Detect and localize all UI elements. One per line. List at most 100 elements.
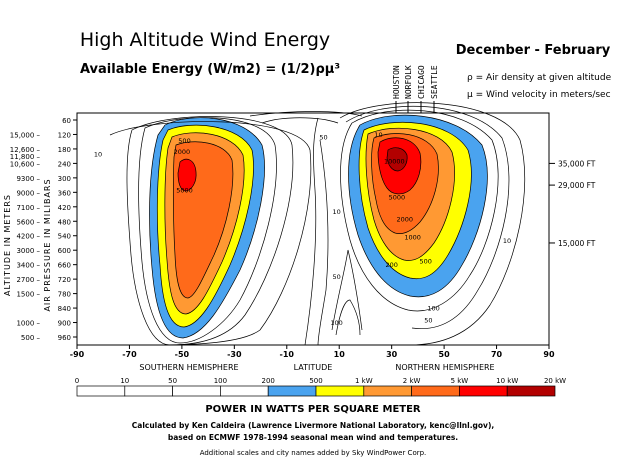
x-tick-label: 10: [334, 350, 346, 359]
right-altitude-label: 15,000 FT: [558, 239, 596, 248]
chart-title: High Altitude Wind Energy: [80, 29, 330, 51]
contour-value-label: 500: [178, 137, 190, 145]
contour-10-mid-b: [304, 117, 319, 346]
contour-100-mid: [335, 299, 361, 336]
colorbar-title: POWER IN WATTS PER SQUARE METER: [205, 404, 421, 415]
northern-jet-contours: [348, 114, 488, 298]
contour-value-label: 50: [424, 317, 432, 325]
contour-10-mid: [317, 139, 329, 346]
pressure-tick-label: 420: [58, 204, 71, 212]
colorbar-tick-label: 200: [262, 377, 275, 385]
altitude-tick-label: 3400 –: [16, 262, 40, 270]
contour-100-south: [138, 117, 277, 344]
season-label: December - February: [456, 43, 611, 58]
altitude-tick-label: 15,000 –: [10, 131, 41, 139]
altitude-tick-label: 12,600 –: [10, 146, 41, 154]
pressure-tick-label: 540: [58, 233, 71, 241]
southern-hemisphere-label: SOUTHERN HEMISPHERE: [139, 363, 238, 372]
x-tick-label: -90: [70, 350, 85, 359]
right-altitude-label: 35,000 FT: [558, 159, 596, 168]
x-tick-label: -10: [280, 350, 295, 359]
contour-value-label: 100: [330, 319, 342, 327]
altitude-tick-label: 9000 –: [16, 189, 40, 197]
contour-100-north: [340, 109, 499, 312]
altitude-tick-label: 2700 –: [16, 276, 40, 284]
note-mu: μ = Wind velocity in meters/sec: [467, 90, 611, 100]
contour-value-label: 50: [332, 273, 340, 281]
contour-50-south: [126, 116, 294, 346]
colorbar-swatch: [363, 385, 412, 397]
x-tick-label: -50: [175, 350, 190, 359]
colorbar-swatch: [172, 385, 221, 397]
y-axis-label-pressure: AIR PRESSURE IN MILIBARS: [43, 178, 52, 311]
altitude-tick-label: 10,600 –: [10, 160, 41, 168]
southern-jet-contours: [149, 117, 265, 339]
colorbar-tick-label: 2 kW: [403, 377, 421, 385]
contour-value-label: 100: [427, 305, 439, 313]
colorbar-tick-label: 1 kW: [355, 377, 373, 385]
city-label: HOUSTON: [392, 65, 401, 99]
pressure-tick-label: 600: [58, 247, 71, 255]
chart-subtitle: Available Energy (W/m2) = (1/2)ρμ³: [80, 62, 340, 77]
contour-50-top: [261, 117, 339, 124]
contour-10-top: [249, 111, 363, 117]
contour-50-mid: [331, 249, 363, 331]
northern-hemisphere-label: NORTHERN HEMISPHERE: [395, 363, 494, 372]
colorbar-swatch: [124, 385, 173, 397]
pressure-tick-label: 720: [58, 276, 71, 284]
colorbar-tick-label: 500: [309, 377, 322, 385]
contour-50-north: [345, 105, 510, 330]
colorbar-swatch: [459, 385, 508, 397]
colorbar-tick-label: 5 kW: [451, 377, 469, 385]
pressure-tick-label: 480: [58, 218, 71, 226]
south-band-5000: [177, 158, 197, 192]
x-tick-label: 90: [543, 350, 555, 359]
pressure-tick-label: 900: [58, 320, 71, 328]
contour-value-label: 5000: [176, 186, 193, 194]
contour-value-label: 10000: [384, 157, 405, 165]
colorbar-swatch: [76, 385, 126, 397]
city-labels: HOUSTON NORFOLK CHICAGO SEATTLE: [392, 65, 439, 113]
pressure-tick-label: 60: [62, 117, 71, 125]
right-altitude-axis: 35,000 FT 29,000 FT 15,000 FT: [549, 159, 596, 248]
colorbar-swatch: [267, 385, 317, 397]
x-tick-label: -70: [122, 350, 137, 359]
colorbar-tick-label: 10: [120, 377, 129, 385]
x-tick-label: 50: [439, 350, 451, 359]
thin-contours: [109, 102, 526, 346]
altitude-tick-label: 4200 –: [16, 233, 40, 241]
contour-value-label: 1000: [404, 233, 421, 241]
contour-value-label: 2000: [397, 215, 414, 223]
contour-value-label: 10: [374, 131, 382, 139]
city-label: CHICAGO: [417, 65, 426, 99]
contour-value-label: 200: [385, 261, 397, 269]
credit-line-1: Calculated by Ken Caldeira (Lawrence Liv…: [132, 421, 495, 430]
contour-10-south: [109, 121, 312, 346]
x-axis: -90 -70 -50 -30 -10 10 30 50 70 90: [70, 345, 555, 359]
altitude-tick-label: 11,800 –: [10, 153, 41, 161]
colorbar-tick-label: 50: [168, 377, 177, 385]
contour-value-label: 5000: [389, 194, 406, 202]
altitude-tick-label: 1000 –: [16, 320, 40, 328]
altitude-tick-label: 1500 –: [16, 291, 40, 299]
colorbar-tick-label: 20 kW: [544, 377, 566, 385]
colorbar-tick-label: 0: [75, 377, 79, 385]
contour-value-label: 50: [319, 133, 327, 141]
x-axis-label: LATITUDE: [294, 363, 333, 372]
credit-line-2: based on ECMWF 1978-1994 seasonal mean w…: [168, 433, 458, 442]
contour-value-label: 2000: [174, 148, 191, 156]
pressure-tick-label: 180: [58, 146, 71, 154]
altitude-tick-label: 7100 –: [16, 204, 40, 212]
altitude-tick-label: 9300 –: [16, 175, 40, 183]
pressure-tick-label: 840: [58, 305, 71, 313]
y-axis-label-altitude: ALTITUDE IN METERS: [3, 194, 12, 296]
note-rho: ρ = Air density at given altitude: [467, 73, 612, 83]
pressure-tick-label: 780: [58, 291, 71, 299]
y-axis: 60 120 180 240 300 360 420 480 540 600 660 720 780 84…: [10, 117, 77, 342]
contour-labels: 10 50 10 500 2000 5000 10000 5000 2000 1000 500 200…: [94, 131, 511, 327]
pressure-tick-label: 240: [58, 160, 71, 168]
colorbar-tick-label: 100: [214, 377, 227, 385]
x-tick-label: -30: [227, 350, 242, 359]
altitude-tick-label: 5600 –: [16, 218, 40, 226]
